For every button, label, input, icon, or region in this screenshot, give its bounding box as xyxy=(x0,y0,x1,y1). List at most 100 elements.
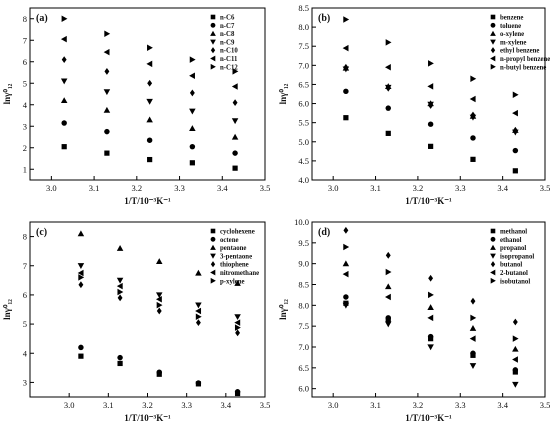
plot-frame xyxy=(311,7,546,181)
x-tick-label: 3.4 xyxy=(497,400,508,410)
data-point xyxy=(189,89,195,97)
y-tick-label: 10.0 xyxy=(294,217,309,227)
legend-marker xyxy=(210,244,216,250)
x-tick-label: 3.0 xyxy=(328,183,339,193)
x-tick-label: 3.0 xyxy=(64,400,75,410)
data-point xyxy=(116,282,123,290)
legend-label: isopropanol xyxy=(500,253,534,260)
y-tick-label: 5 xyxy=(23,78,27,88)
data-point xyxy=(512,381,519,388)
y-tick-label: 7.5 xyxy=(298,321,309,331)
legend-marker xyxy=(490,22,496,28)
y-tick-label: 4.0 xyxy=(298,175,309,185)
data-point xyxy=(232,68,239,75)
x-tick-label: 3.1 xyxy=(370,400,381,410)
y-tick-label: 8.5 xyxy=(298,280,309,290)
data-point xyxy=(428,60,434,67)
panel-label: (b) xyxy=(318,13,330,24)
data-point xyxy=(512,109,518,117)
data-point xyxy=(343,63,349,71)
y-axis-label: lnγ⁰₁₂ xyxy=(2,299,12,320)
data-point xyxy=(234,389,241,395)
plot-frame xyxy=(311,221,546,398)
panel-label: (c) xyxy=(36,227,47,238)
data-point xyxy=(512,345,519,352)
data-point xyxy=(146,60,153,68)
legend-marker xyxy=(210,47,216,54)
data-point xyxy=(147,79,153,87)
data-point xyxy=(234,280,241,286)
x-tick-label: 3.5 xyxy=(540,400,550,410)
data-point xyxy=(470,135,476,141)
legend-label: n-C6 xyxy=(220,15,235,22)
x-tick-label: 3.3 xyxy=(455,400,466,410)
legend-label: butanol xyxy=(500,262,522,269)
legend-marker xyxy=(210,261,216,268)
data-point xyxy=(117,360,123,367)
data-point xyxy=(146,116,153,123)
data-point xyxy=(385,293,391,301)
data-point xyxy=(60,35,67,43)
y-tick-label: 6.5 xyxy=(298,363,309,373)
panel-label: (a) xyxy=(36,13,48,24)
data-point xyxy=(156,258,163,264)
legend-label: isobutanol xyxy=(500,278,530,285)
data-point xyxy=(469,335,476,342)
data-point xyxy=(147,156,153,163)
data-point xyxy=(235,329,241,337)
y-tick-label: 7.0 xyxy=(298,60,309,70)
y-tick-label: 4 xyxy=(23,348,28,358)
y-tick-label: 6.0 xyxy=(298,99,309,109)
data-point xyxy=(156,307,162,315)
data-point xyxy=(195,319,201,327)
chart-panel: 3.0 3.1 3.2 3.3 3.4 3.5 1 2 3 4 5 6 7 8 1/T/10⁻³K⁻¹ lnγ… xyxy=(2,7,270,206)
data-point xyxy=(195,380,202,386)
data-point xyxy=(385,105,391,111)
data-point xyxy=(427,333,434,340)
legend-label: propanol xyxy=(500,245,526,252)
x-axis-label: 1/T/10⁻³K⁻¹ xyxy=(124,413,171,423)
data-point xyxy=(189,143,196,150)
legend-label: toluene xyxy=(500,23,521,30)
data-point xyxy=(195,313,202,321)
legend-marker xyxy=(490,277,496,284)
data-point xyxy=(116,277,124,284)
data-point xyxy=(60,97,68,104)
data-point xyxy=(195,307,202,315)
y-tick-label: 5.0 xyxy=(298,137,309,147)
legend-marker xyxy=(490,39,496,45)
data-point xyxy=(343,115,349,121)
data-point xyxy=(343,243,350,251)
y-tick-label: 1 xyxy=(23,164,27,174)
data-point xyxy=(512,91,519,99)
panel-label: (d) xyxy=(318,227,330,238)
data-point xyxy=(470,297,476,305)
data-point xyxy=(77,263,85,269)
chart-panel: 3.0 3.1 3.2 3.3 3.4 3.5 3 4 5 6 7 8 1/T/10⁻³K⁻¹ lnγ⁰₁… xyxy=(2,221,270,423)
data-point xyxy=(231,118,239,125)
data-point xyxy=(343,88,349,95)
legend-marker xyxy=(490,47,496,54)
x-tick-label: 3.0 xyxy=(46,183,57,193)
data-point xyxy=(342,270,349,278)
data-point xyxy=(512,367,519,373)
legend-label: octene xyxy=(220,237,239,244)
data-point xyxy=(104,150,110,156)
legend-marker xyxy=(490,269,496,276)
x-axis-label: 1/T/10⁻³K⁻¹ xyxy=(405,196,452,206)
data-point xyxy=(428,291,434,299)
legend-label: thiophene xyxy=(220,262,249,269)
y-tick-label: 4.5 xyxy=(298,156,309,166)
data-point xyxy=(234,314,241,321)
data-point xyxy=(427,121,434,127)
data-point xyxy=(103,89,111,96)
x-tick-label: 3.0 xyxy=(328,400,339,410)
data-point xyxy=(385,63,391,71)
data-point xyxy=(156,292,163,299)
data-point xyxy=(146,137,153,143)
y-tick-label: 4 xyxy=(23,100,28,110)
y-tick-label: 8 xyxy=(23,14,27,24)
data-point xyxy=(103,106,111,113)
legend-label: ethyl benzene xyxy=(500,48,539,55)
